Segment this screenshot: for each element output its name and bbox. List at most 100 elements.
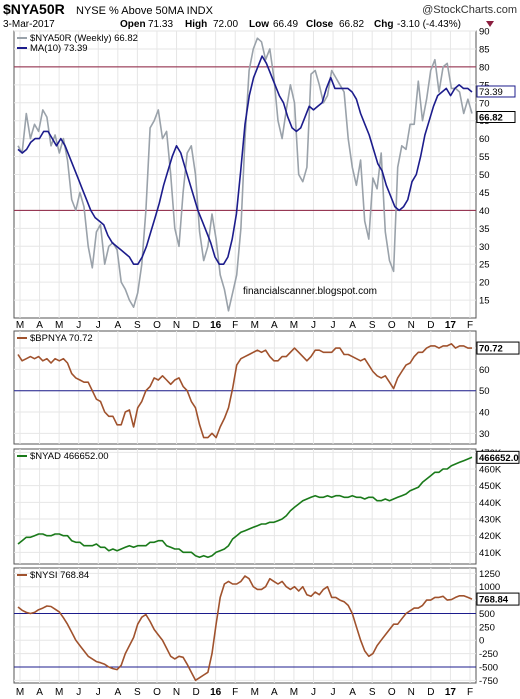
x-tick-label: J xyxy=(331,320,336,331)
close-value: 66.82 xyxy=(339,19,364,30)
series-line-bpnya-0 xyxy=(17,343,472,439)
x-tick-label: A xyxy=(36,687,43,698)
y-tick-label: 85 xyxy=(479,44,490,55)
last-value-box xyxy=(476,341,520,355)
y-tick-label: 60 xyxy=(479,365,490,376)
x-tick-label: S xyxy=(369,687,376,698)
series-line-nyad-0 xyxy=(17,456,473,559)
nysi-frame xyxy=(13,567,477,684)
x-tick-label: D xyxy=(427,320,434,331)
last-value-label: 466652.0 xyxy=(479,453,519,464)
x-tick-label: N xyxy=(173,687,180,698)
y-tick-label: 450K xyxy=(479,481,502,492)
x-tick-label: J xyxy=(76,687,81,698)
x-tick-label: J xyxy=(311,320,316,331)
chg-label: Chg xyxy=(374,19,393,30)
y-tick-label: 55 xyxy=(479,152,490,163)
x-tick-label: M xyxy=(55,687,63,698)
open-label: Open xyxy=(120,19,146,30)
high-value: 72.00 xyxy=(213,19,238,30)
y-tick-label: 440K xyxy=(479,498,502,509)
last-value-box xyxy=(476,111,516,124)
y-tick-label: 250 xyxy=(479,622,495,633)
x-tick-label: M xyxy=(251,687,259,698)
series-line-main-1 xyxy=(17,55,473,265)
x-axis-bottom: M A M J J A S O N D 16 F M A M J J A S O N D 17 F xyxy=(16,687,473,698)
x-tick-label: M xyxy=(290,320,298,331)
y-tick-label: 1000 xyxy=(479,582,500,593)
y-tick-label: 50 xyxy=(479,386,490,397)
last-value-label: 768.84 xyxy=(479,595,509,606)
x-tick-label: A xyxy=(271,320,278,331)
chg-value: -3.10 (-4.43%) xyxy=(397,19,461,30)
x-tick-label: M xyxy=(16,687,24,698)
y-tick-label: 30 xyxy=(479,429,490,440)
y-tick-label: 1250 xyxy=(479,569,500,580)
y-tick-label: 90 xyxy=(479,27,490,38)
x-tick-label: A xyxy=(349,320,356,331)
watermark: financialscanner.blogspot.com xyxy=(243,286,377,297)
nysi-panel: -750-500-250025050075010001250$NYSI 768.… xyxy=(13,567,520,687)
x-tick-label: J xyxy=(331,687,336,698)
x-tick-label: 16 xyxy=(210,320,222,331)
y-tick-label: -250 xyxy=(479,649,498,660)
legend-entry: $NYAD 466652.00 xyxy=(30,451,109,462)
nyad-frame xyxy=(13,448,477,565)
x-tick-label: O xyxy=(388,320,396,331)
x-tick-label: D xyxy=(427,687,434,698)
y-tick-label: 500 xyxy=(479,609,495,620)
x-tick-label: M xyxy=(55,320,63,331)
y-tick-label: 25 xyxy=(479,260,490,271)
y-tick-label: 35 xyxy=(479,224,490,235)
x-tick-label: S xyxy=(134,687,141,698)
x-tick-label: J xyxy=(96,687,101,698)
y-tick-label: 50 xyxy=(479,170,490,181)
down-triangle-icon xyxy=(486,21,494,27)
low-label: Low xyxy=(249,19,269,30)
x-tick-label: N xyxy=(408,687,415,698)
x-tick-label: N xyxy=(173,320,180,331)
y-tick-label: 40 xyxy=(479,408,490,419)
x-tick-label: 17 xyxy=(445,320,457,331)
x-tick-label: M xyxy=(251,320,259,331)
x-tick-label: A xyxy=(114,320,121,331)
x-tick-label: 17 xyxy=(445,687,457,698)
x-tick-label: J xyxy=(96,320,101,331)
brand-label: @StockCharts.com xyxy=(422,4,517,16)
y-tick-label: 45 xyxy=(479,188,490,199)
high-label: High xyxy=(185,19,207,30)
x-tick-label: S xyxy=(369,320,376,331)
legend-entry: $BPNYA 70.72 xyxy=(30,333,93,344)
x-tick-label: O xyxy=(153,687,161,698)
x-tick-label: F xyxy=(232,320,238,331)
y-tick-label: 80 xyxy=(479,62,490,73)
y-tick-label: 60 xyxy=(479,134,490,145)
x-tick-label: J xyxy=(311,687,316,698)
y-tick-label: 420K xyxy=(479,531,502,542)
y-tick-label: -500 xyxy=(479,662,498,673)
x-tick-label: M xyxy=(290,687,298,698)
symbol-title: $NYA50R xyxy=(3,1,65,17)
x-tick-label: F xyxy=(467,320,473,331)
y-tick-label: 70 xyxy=(479,98,490,109)
last-value-label: 70.72 xyxy=(479,344,503,355)
date-label: 3-Mar-2017 xyxy=(3,19,55,30)
x-tick-label: F xyxy=(467,687,473,698)
x-tick-label: F xyxy=(232,687,238,698)
x-tick-label: M xyxy=(16,320,24,331)
legend-entry: MA(10) 73.39 xyxy=(30,43,88,54)
main-panel: 15202530354045505560657075808590$NYA50R … xyxy=(13,27,516,319)
x-tick-label: D xyxy=(192,687,199,698)
close-label: Close xyxy=(306,19,334,30)
x-tick-label: A xyxy=(114,687,121,698)
x-tick-label: N xyxy=(408,320,415,331)
x-tick-label: 16 xyxy=(210,687,222,698)
x-axis-top: M A M J J A S O N D 16 F M A M J J A S O N D 17 F xyxy=(16,320,473,331)
x-tick-label: A xyxy=(271,687,278,698)
x-tick-label: S xyxy=(134,320,141,331)
x-tick-label: A xyxy=(36,320,43,331)
legend-entry: $NYSI 768.84 xyxy=(30,570,89,581)
y-tick-label: 30 xyxy=(479,242,490,253)
